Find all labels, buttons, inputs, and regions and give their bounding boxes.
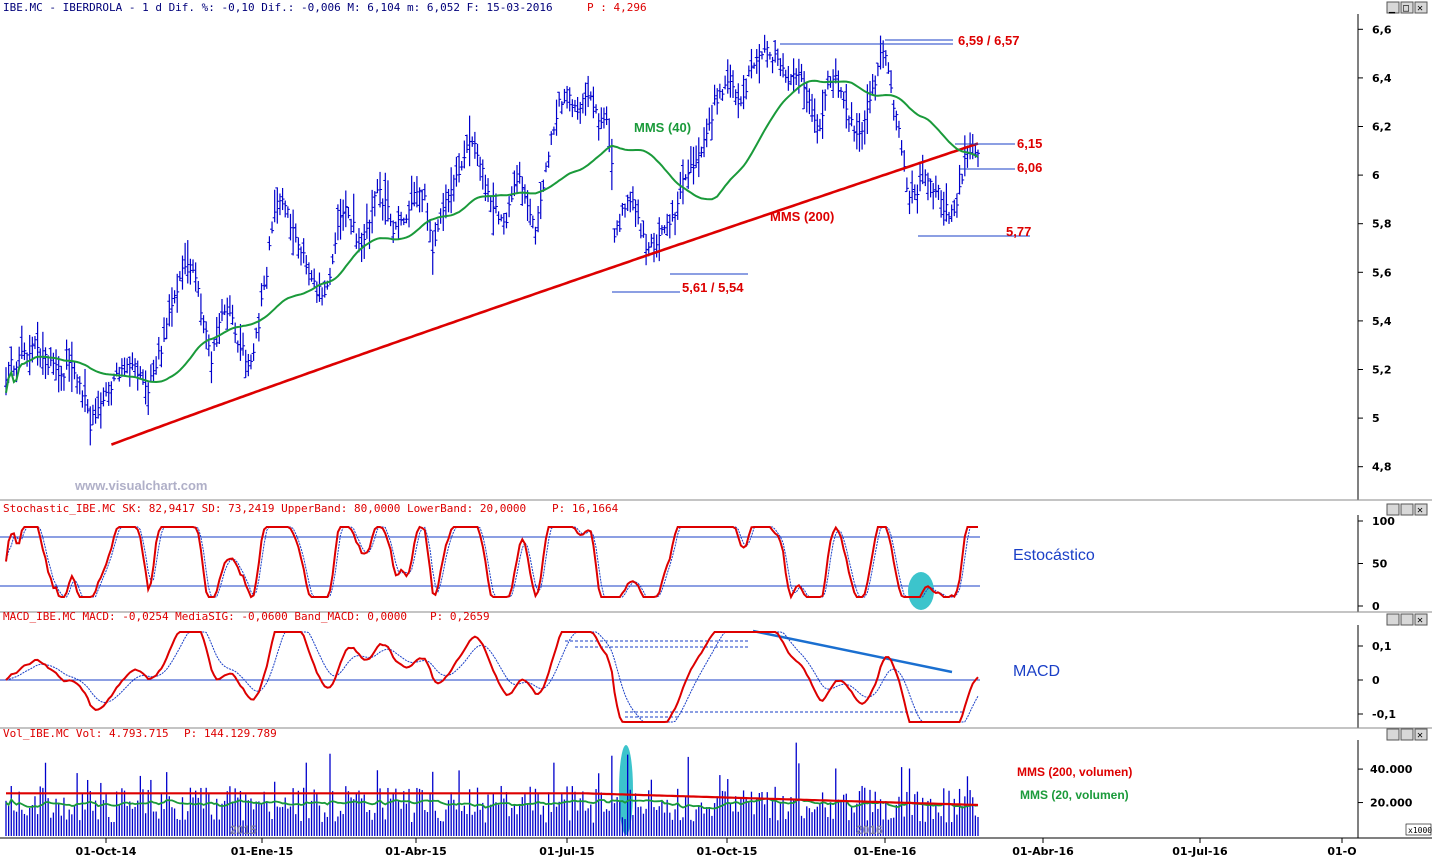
x-tick-label: 01-Oct-15 — [697, 845, 758, 857]
x-tick-label: 01-Jul-15 — [539, 845, 594, 857]
minimize-icon: ▁ — [1388, 3, 1396, 14]
stoch-window-controls: ✕ — [1386, 503, 1428, 516]
level-low-label: 5,61 / 5,54 — [682, 280, 744, 295]
restore-icon: □ — [1403, 3, 1409, 14]
price-header: IBE.MC - IBERDROLA - 1 d Dif. %: -0,10 D… — [3, 1, 553, 14]
price-y-tick-label: 5,6 — [1372, 266, 1392, 279]
volume-bars — [5, 742, 979, 836]
price-panel-frame — [0, 14, 1358, 500]
close-icon: ✕ — [1417, 3, 1423, 14]
macd-header-p: P: 0,2659 — [430, 610, 490, 623]
macd-close-icon: ✕ — [1417, 615, 1423, 626]
macd-window-controls: ✕ — [1386, 613, 1428, 626]
x-tick-label: 01-Abr-15 — [385, 845, 447, 857]
mms200-line — [110, 142, 979, 446]
macd-restore-button[interactable] — [1400, 613, 1414, 626]
stoch-y-tick-label: 100 — [1372, 515, 1395, 528]
macd-close-button[interactable] — [1414, 613, 1428, 626]
vol-minimize-button[interactable] — [1386, 728, 1400, 741]
vol-header-p: P: 144.129.789 — [184, 727, 277, 740]
x-tick-label: 01-Oct-14 — [76, 845, 137, 857]
mms40-annotation: MMS (40) — [634, 120, 691, 135]
x-tick-label: 01-O — [1327, 845, 1356, 857]
level-615-label: 6,15 — [1017, 136, 1042, 151]
macd-signal-line — [5, 631, 979, 723]
stoch-sk-line — [5, 525, 978, 600]
price-header-p: P : 4,296 — [587, 1, 647, 14]
stoch-header: Stochastic_IBE.MC SK: 82,9417 SD: 73,241… — [3, 502, 526, 515]
price-y-tick-label: 6 — [1372, 169, 1380, 182]
vol-year-2015: 2015 — [230, 823, 257, 837]
vol-header: Vol_IBE.MC Vol: 4.793.715 — [3, 727, 169, 740]
price-y-ticks: 4,8 5 5,2 5,4 5,6 5,8 6 6,2 6,4 6,6 — [1358, 23, 1392, 474]
stoch-y-ticks: 0 50 100 — [1358, 515, 1395, 613]
level-577-label: 5,77 — [1006, 224, 1031, 239]
close-button[interactable] — [1414, 1, 1428, 14]
macd-y-tick-label: 0 — [1372, 674, 1380, 687]
macd-minimize-button[interactable] — [1386, 613, 1400, 626]
vol-unit-box — [1405, 823, 1432, 836]
macd-y-tick-label: 0,1 — [1372, 640, 1392, 653]
volume-panel: Vol_IBE.MC Vol: 4.793.715 P: 144.129.789… — [0, 727, 1432, 839]
level-high-label: 6,59 / 6,57 — [958, 33, 1019, 48]
vol-window-controls: ✕ — [1386, 728, 1428, 741]
price-y-tick-label: 5,2 — [1372, 364, 1392, 377]
watermark-logo: www.visualchart.com — [74, 478, 207, 493]
restore-button[interactable] — [1400, 1, 1414, 14]
volume-highlight-oval — [619, 745, 633, 835]
vol-close-icon: ✕ — [1417, 730, 1423, 741]
stochastic-panel: Stochastic_IBE.MC SK: 82,9417 SD: 73,241… — [0, 502, 1432, 613]
stoch-restore-button[interactable] — [1400, 503, 1414, 516]
price-panel: IBE.MC - IBERDROLA - 1 d Dif. %: -0,10 D… — [0, 1, 1432, 501]
vol-y-ticks: 20.000 40.000 — [1358, 763, 1413, 810]
minimize-button[interactable] — [1386, 1, 1400, 14]
vol-y-tick-label: 20.000 — [1370, 797, 1413, 810]
price-y-tick-label: 4,8 — [1372, 461, 1392, 474]
macd-label: MACD — [1013, 663, 1060, 680]
macd-trend-line — [752, 629, 953, 674]
vol-year-2016: 2016 — [856, 823, 883, 837]
stoch-close-button[interactable] — [1414, 503, 1428, 516]
vol-unit-label: x1000 — [1408, 826, 1432, 835]
vol-mms200-line — [6, 792, 979, 807]
x-axis: 01-Oct-14 01-Ene-15 01-Abr-15 01-Jul-15 01-O… — [76, 838, 1357, 857]
vol-legend-20: MMS (20, volumen) — [1020, 788, 1129, 802]
stoch-label: Estocástico — [1013, 547, 1095, 564]
macd-header: MACD_IBE.MC MACD: -0,0254 MediaSIG: -0,0… — [3, 610, 407, 623]
level-606-label: 6,06 — [1017, 160, 1042, 175]
price-y-tick-label: 6,6 — [1372, 23, 1392, 36]
vol-restore-button[interactable] — [1400, 728, 1414, 741]
vol-mms20-line — [5, 797, 979, 810]
macd-y-ticks: -0,1 0 0,1 — [1358, 640, 1396, 721]
price-ohlc-bars — [4, 34, 980, 446]
price-y-tick-label: 6,2 — [1372, 121, 1392, 134]
mms200-annotation: MMS (200) — [770, 209, 834, 224]
stoch-minimize-button[interactable] — [1386, 503, 1400, 516]
stoch-y-tick-label: 0 — [1372, 600, 1380, 613]
macd-y-tick-label: -0,1 — [1372, 708, 1396, 721]
price-y-tick-label: 6,4 — [1372, 72, 1392, 85]
stoch-close-icon: ✕ — [1417, 505, 1423, 516]
vol-y-tick-label: 40.000 — [1370, 763, 1413, 776]
macd-panel: MACD_IBE.MC MACD: -0,0254 MediaSIG: -0,0… — [0, 610, 1432, 729]
stoch-highlight-oval — [908, 572, 934, 610]
price-window-controls: ▁ □ ✕ — [1386, 1, 1428, 14]
x-tick-label: 01-Ene-15 — [231, 845, 294, 857]
mms40-line — [5, 79, 979, 393]
x-tick-label: 01-Jul-16 — [1172, 845, 1228, 857]
price-y-tick-label: 5 — [1372, 412, 1380, 425]
price-y-tick-label: 5,4 — [1372, 315, 1392, 328]
macd-main-line — [5, 631, 979, 723]
x-tick-label: 01-Abr-16 — [1012, 845, 1074, 857]
vol-close-button[interactable] — [1414, 728, 1428, 741]
vol-legend-200: MMS (200, volumen) — [1017, 765, 1132, 779]
stoch-y-tick-label: 50 — [1372, 558, 1388, 571]
x-tick-label: 01-Ene-16 — [854, 845, 917, 857]
price-y-tick-label: 5,8 — [1372, 218, 1392, 231]
stoch-header-p: P: 16,1664 — [552, 502, 619, 515]
